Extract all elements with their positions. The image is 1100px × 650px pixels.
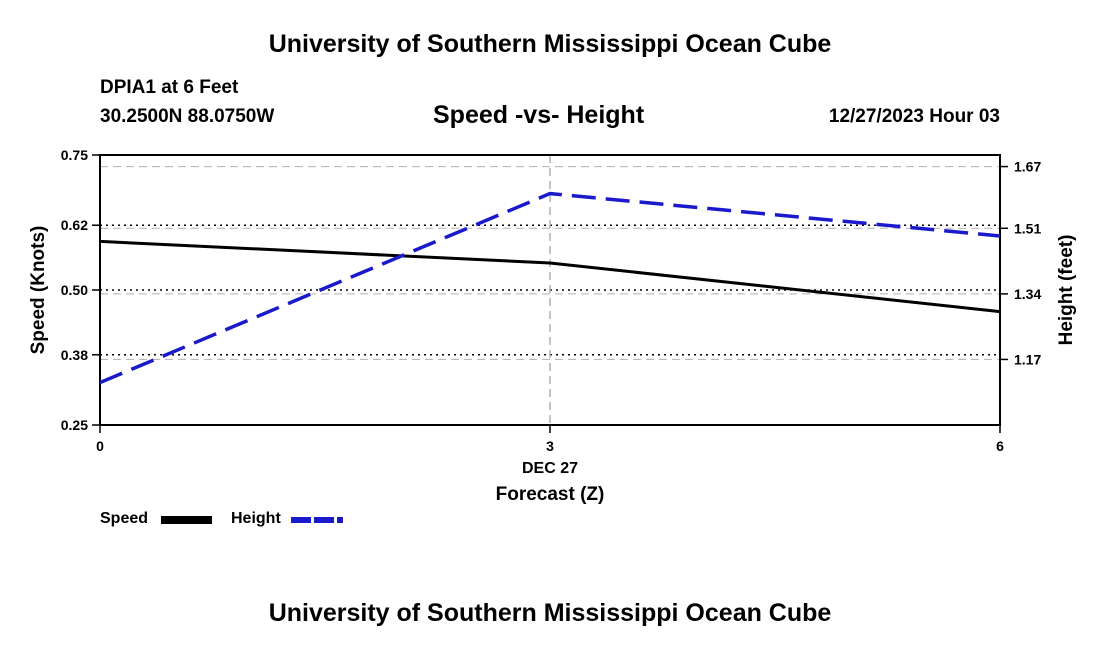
forecast-datetime: 12/27/2023 Hour 03 [828, 106, 1000, 127]
x-tick-label: 0 [96, 438, 104, 454]
y-right-tick-label: 1.17 [1014, 351, 1041, 367]
chart-title: Speed -vs- Height [433, 101, 645, 129]
left-axis: 0.25 0.38 0.50 0.62 0.75 [61, 147, 100, 433]
x-tick-label: 6 [996, 438, 1004, 454]
chart-series [99, 191, 1001, 385]
y-axis-left-label: Speed (Knots) [28, 226, 49, 355]
y-axis-right-label: Height (feet) [1056, 235, 1077, 346]
y-right-tick-label: 1.67 [1014, 159, 1041, 175]
y-left-tick-label: 0.50 [61, 282, 88, 298]
x-tick-label: 3 [546, 438, 554, 454]
legend-speed-label: Speed [100, 510, 149, 527]
y-left-tick-label: 0.38 [61, 347, 88, 363]
page-title: University of Southern Mississippi Ocean… [268, 30, 832, 58]
y-left-tick-label: 0.62 [61, 217, 88, 233]
y-left-tick-label: 0.75 [61, 147, 88, 163]
y-right-tick-label: 1.51 [1014, 220, 1041, 236]
y-left-tick-label: 0.25 [61, 417, 88, 433]
station-name: DPIA1 at 6 Feet [100, 77, 239, 98]
chart-grid [100, 154, 1000, 426]
right-axis: 1.17 1.34 1.51 1.67 [1000, 159, 1041, 367]
x-axis-label: Forecast (Z) [496, 484, 605, 505]
y-right-tick-label: 1.34 [1014, 286, 1041, 302]
x-axis-date-label: DEC 27 [522, 460, 578, 477]
bottom-axis: 0 3 6 [96, 425, 1004, 454]
station-coordinates: 30.2500N 88.0750W [100, 106, 275, 127]
footer-title: University of Southern Mississippi Ocean… [268, 599, 832, 627]
legend-height-label: Height [231, 510, 281, 527]
